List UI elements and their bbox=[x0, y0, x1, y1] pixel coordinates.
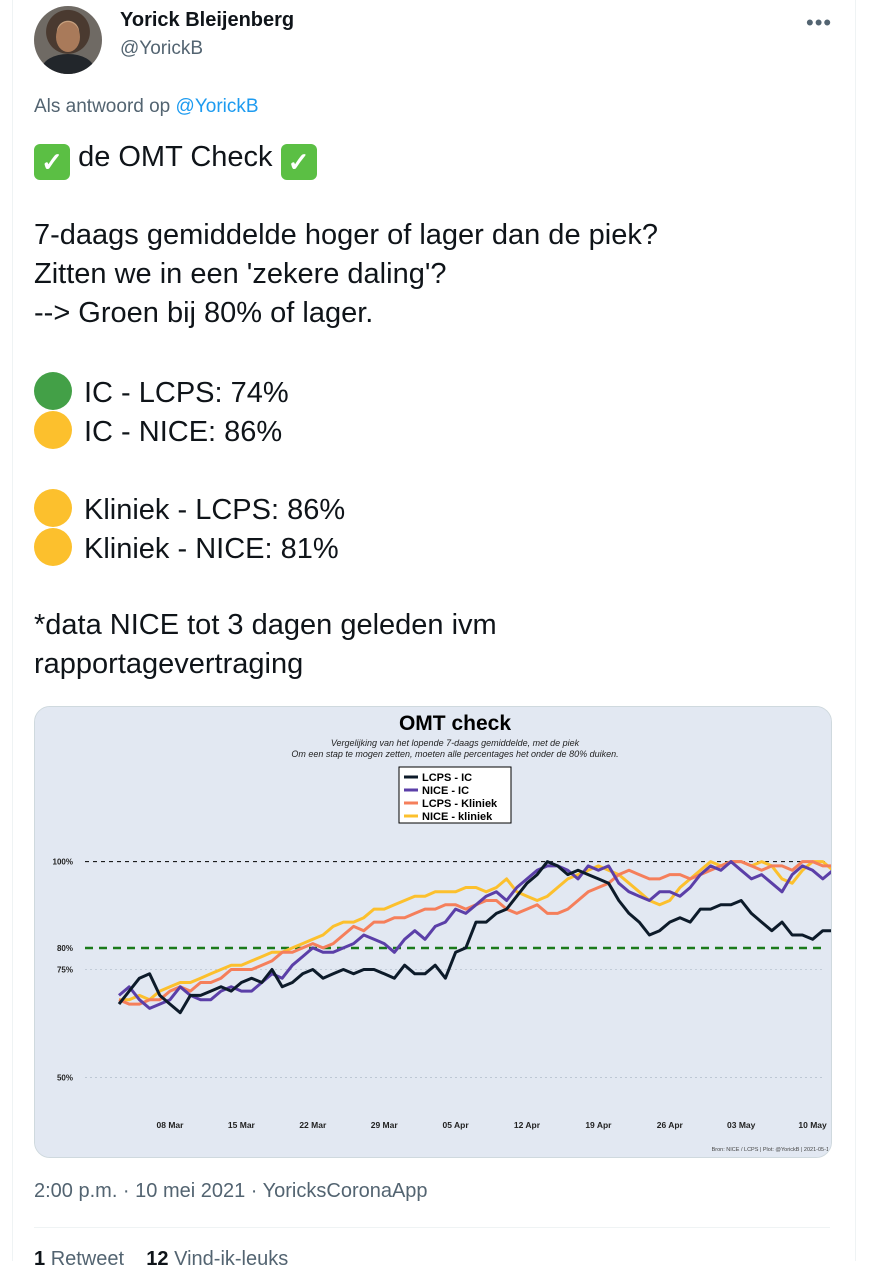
green-circle-icon bbox=[34, 372, 72, 410]
tweet-note: rapportagevertraging bbox=[34, 648, 304, 680]
status-label: Kliniek - NICE: 81% bbox=[84, 533, 339, 565]
x-tick-label: 26 Apr bbox=[657, 1120, 684, 1130]
author-handle[interactable]: @YorickB bbox=[120, 38, 204, 59]
reply-prefix: Als antwoord op bbox=[34, 96, 176, 117]
series-line bbox=[117, 860, 831, 1015]
legend-label: LCPS - IC bbox=[422, 772, 472, 784]
divider bbox=[34, 1227, 830, 1228]
x-tick-label: 05 Apr bbox=[443, 1120, 470, 1130]
retweet-count[interactable]: 1 bbox=[34, 1248, 46, 1270]
check-mark-icon: ✓ bbox=[34, 144, 70, 180]
omt-chart: OMT check Vergelijking van het lopende 7… bbox=[35, 707, 831, 1157]
y-tick-label: 75% bbox=[57, 966, 73, 975]
legend-label: NICE - IC bbox=[422, 785, 469, 797]
yellow-circle-icon bbox=[34, 411, 72, 449]
author-name[interactable]: Yorick Bleijenberg bbox=[120, 9, 295, 31]
chart-source: Bron: NICE / LCPS | Plot: @YorickB | 202… bbox=[712, 1147, 829, 1153]
status-item: Kliniek - NICE: 81% bbox=[34, 528, 834, 567]
series-line bbox=[118, 860, 831, 1006]
retweet-label[interactable]: Retweet bbox=[50, 1248, 125, 1270]
check-mark-icon: ✓ bbox=[280, 144, 317, 180]
status-item: Kliniek - LCPS: 86% bbox=[34, 489, 834, 528]
x-tick-label: 08 Mar bbox=[157, 1120, 185, 1130]
x-tick-label: 19 Apr bbox=[585, 1120, 612, 1130]
x-tick-label: 03 May bbox=[727, 1120, 756, 1130]
status-label: Kliniek - LCPS: 86% bbox=[84, 494, 346, 526]
tweet-note: *data NICE tot 3 dagen geleden ivm bbox=[34, 609, 497, 641]
chart-image[interactable]: OMT check Vergelijking van het lopende 7… bbox=[34, 706, 832, 1158]
tweet-card bbox=[12, 0, 856, 1261]
series-line bbox=[119, 860, 831, 1002]
tweet-line: Zitten we in een 'zekere daling'? bbox=[34, 258, 447, 290]
tweet-text: ✓ de OMT Check ✓ 7-daags gemiddelde hoge… bbox=[34, 138, 834, 684]
status-label: IC - NICE: 86% bbox=[84, 416, 283, 448]
yellow-circle-icon bbox=[34, 489, 72, 527]
legend-box bbox=[398, 766, 512, 824]
x-tick-label: 12 Apr bbox=[514, 1120, 541, 1130]
avatar-face bbox=[56, 22, 80, 52]
y-tick-label: 50% bbox=[57, 1073, 73, 1082]
series-line bbox=[118, 860, 831, 1010]
x-tick-label: 22 Mar bbox=[299, 1120, 327, 1130]
avatar-shirt bbox=[42, 54, 94, 74]
tweet-line: 7-daags gemiddelde hoger of lager dan de… bbox=[34, 219, 658, 251]
x-tick-label: 15 Mar bbox=[228, 1120, 256, 1130]
tweet-line: --> Groen bij 80% of lager. bbox=[34, 297, 374, 329]
likes-count[interactable]: 12 bbox=[146, 1248, 169, 1270]
y-tick-label: 100% bbox=[53, 858, 73, 867]
tweet-title: de OMT Check bbox=[78, 141, 273, 173]
legend-label: NICE - kliniek bbox=[422, 811, 493, 823]
status-item: IC - NICE: 86% bbox=[34, 411, 834, 450]
chart-subtitle: Om een stap te mogen zetten, moeten alle… bbox=[291, 749, 618, 759]
reply-handle-link[interactable]: @YorickB bbox=[175, 96, 259, 117]
y-tick-label: 80% bbox=[57, 944, 73, 953]
legend-label: LCPS - Kliniek bbox=[422, 798, 498, 810]
chart-title: OMT check bbox=[399, 712, 511, 735]
x-tick-label: 10 May bbox=[798, 1120, 827, 1130]
likes-label[interactable]: Vind-ik-leuks bbox=[174, 1248, 289, 1270]
tweet-title-line: ✓ de OMT Check ✓ bbox=[34, 138, 834, 180]
status-label: IC - LCPS: 74% bbox=[84, 377, 289, 409]
chart-subtitle: Vergelijking van het lopende 7-daags gem… bbox=[331, 738, 580, 748]
status-item: IC - LCPS: 74% bbox=[34, 372, 834, 411]
more-options-icon[interactable]: ••• bbox=[806, 10, 833, 35]
yellow-circle-icon bbox=[34, 528, 72, 566]
engagement-stats: 1 Retweet 12 Vind-ik-leuks bbox=[34, 1248, 288, 1271]
tweet-timestamp[interactable]: 2:00 p.m. · 10 mei 2021 · YoricksCoronaA… bbox=[34, 1180, 428, 1202]
x-tick-label: 29 Mar bbox=[371, 1120, 399, 1130]
reply-context: Als antwoord op @YorickB bbox=[34, 96, 259, 118]
avatar[interactable] bbox=[34, 6, 102, 74]
